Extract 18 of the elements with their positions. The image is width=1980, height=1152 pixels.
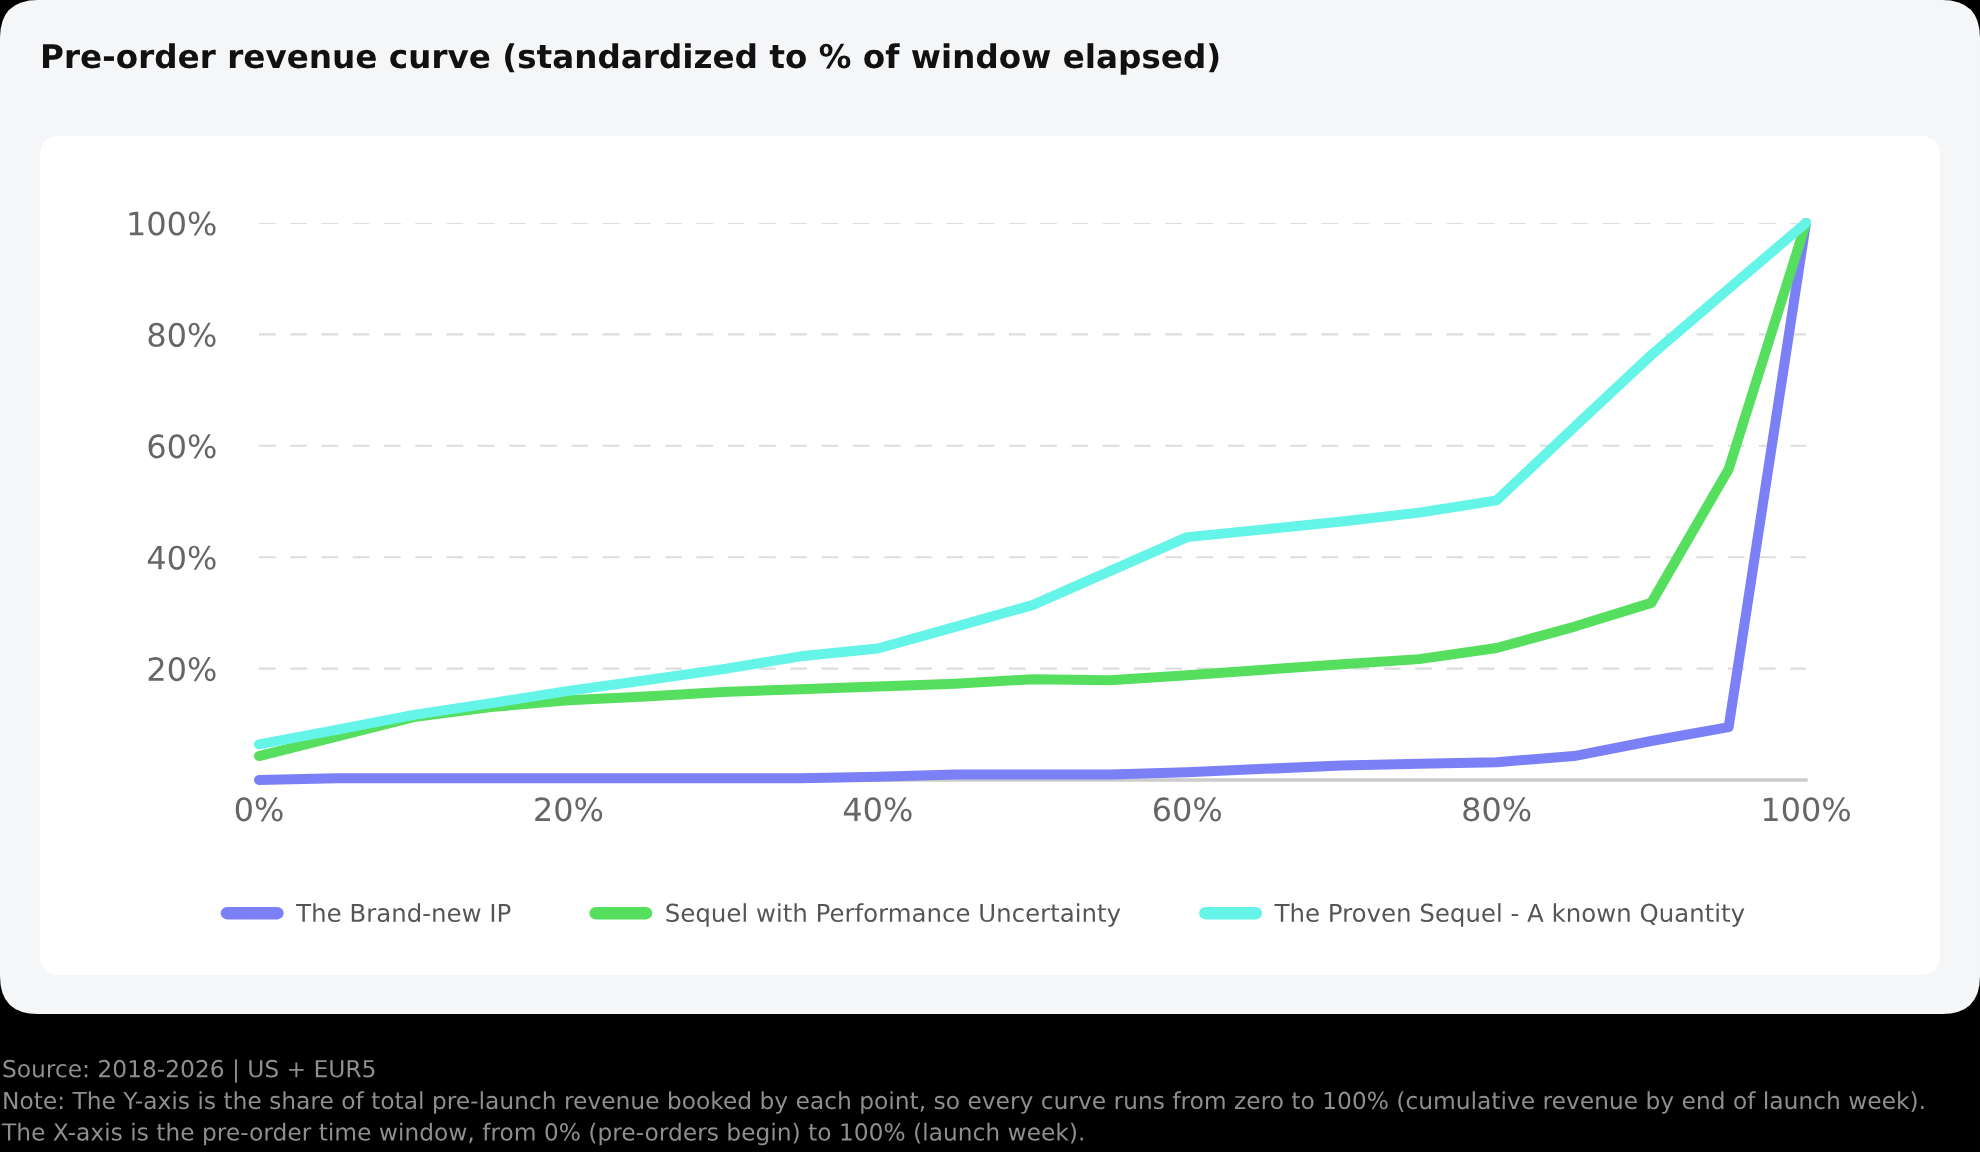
x-tick-label: 80%	[1463, 797, 1531, 822]
y-tick-label: 80%	[148, 322, 216, 347]
legend-label: The Brand-new IP	[296, 903, 511, 923]
source-note: Source: 2018-2026 | US + EUR5	[3, 1059, 375, 1083]
x-tick-label: 40%	[843, 797, 912, 822]
chart-title: Pre-order revenue curve (standardized to % of window elapsed)	[43, 43, 1219, 75]
legend-label: Sequel with Performance Uncertainty	[666, 903, 1121, 927]
y-tick-label: 40%	[147, 545, 216, 570]
text: The X-axis is the pre-order time window, from 0% (pre-orders begin) to 100% (launch week).	[1, 1122, 1083, 1146]
x-tick-label: 0%	[235, 797, 283, 822]
legend-label: The Proven Sequel - A known Quantity	[1274, 903, 1745, 927]
x-tick-label: 60%	[1153, 797, 1221, 822]
text: Note: The Y-axis is the share of total pre-launch revenue booked by each point, so every curve runs from zero to 100% (cumulative revenue by end of launch week).	[4, 1091, 1924, 1114]
y-tick-label: 60%	[148, 434, 216, 459]
y-tick-label: 20%	[148, 657, 216, 682]
x-tick-label: 100%	[1763, 797, 1850, 822]
x-tick-label: 20%	[535, 797, 603, 822]
y-tick-label: 100%	[129, 211, 216, 236]
